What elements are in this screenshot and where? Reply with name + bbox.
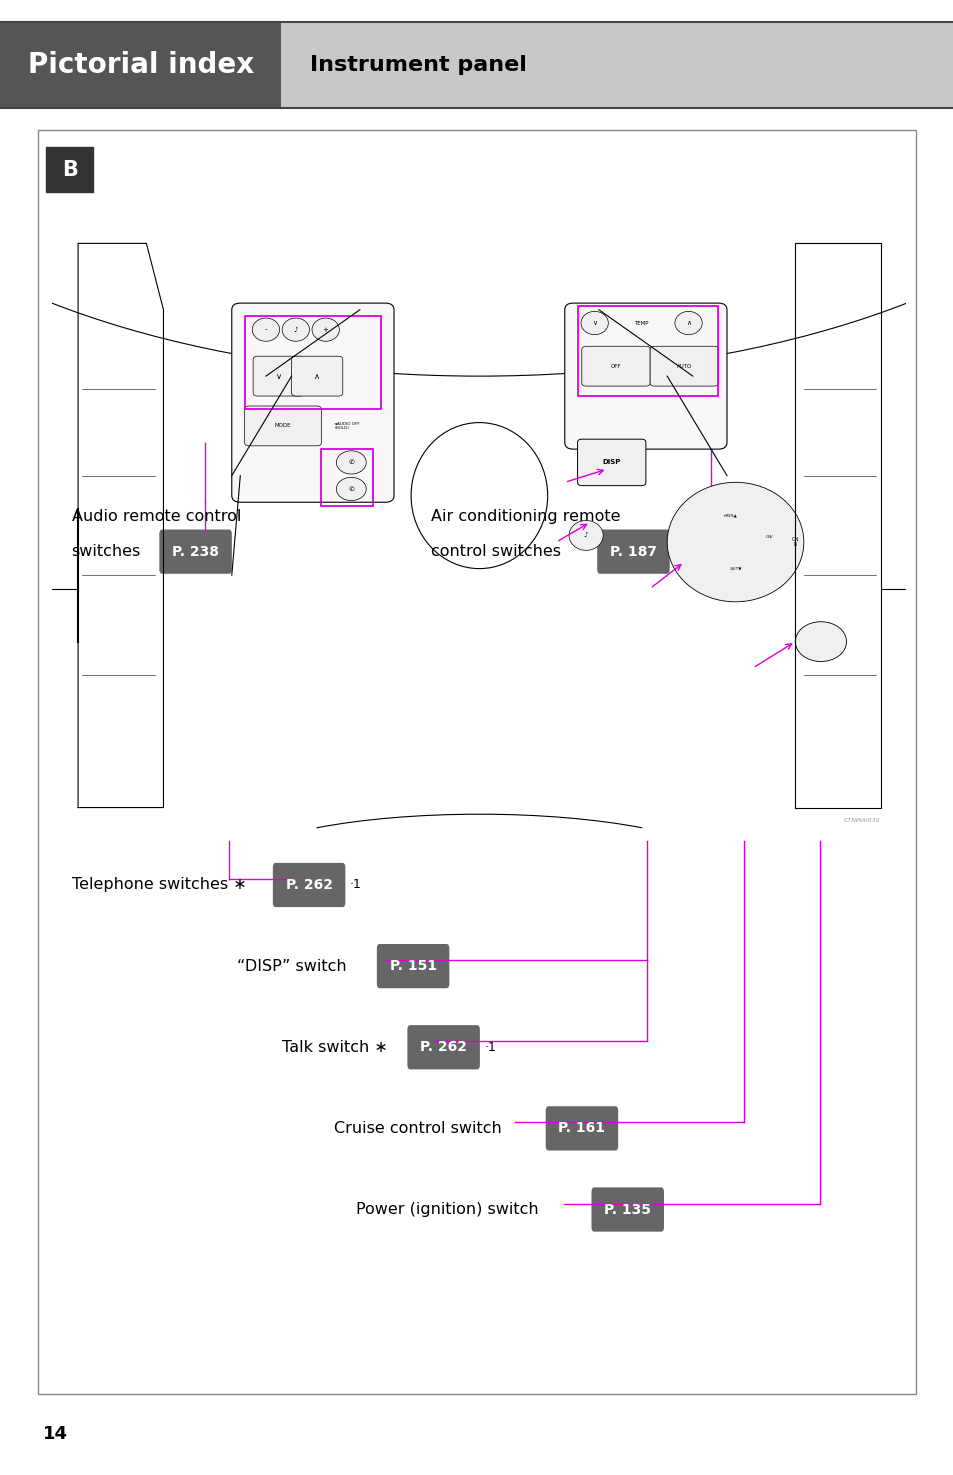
Text: P. 187: P. 187 bbox=[609, 544, 657, 559]
Text: ∧: ∧ bbox=[685, 320, 690, 326]
FancyBboxPatch shape bbox=[545, 1106, 618, 1150]
Text: Audio remote control: Audio remote control bbox=[71, 509, 241, 524]
FancyBboxPatch shape bbox=[273, 863, 345, 907]
Text: Pictorial index: Pictorial index bbox=[28, 52, 253, 78]
Text: AUTO: AUTO bbox=[676, 364, 691, 369]
Bar bbox=[38, 130, 915, 1394]
Text: DISP: DISP bbox=[602, 459, 620, 466]
Text: ∨: ∨ bbox=[592, 320, 597, 326]
Ellipse shape bbox=[666, 482, 803, 602]
Bar bbox=[281, 22, 953, 108]
FancyBboxPatch shape bbox=[292, 357, 342, 395]
Text: 14: 14 bbox=[43, 1425, 68, 1443]
Text: P. 151: P. 151 bbox=[389, 959, 436, 974]
Ellipse shape bbox=[568, 521, 602, 550]
Text: ∧: ∧ bbox=[314, 372, 320, 381]
FancyBboxPatch shape bbox=[577, 440, 645, 485]
Text: ✆: ✆ bbox=[348, 459, 354, 466]
Text: ·1: ·1 bbox=[350, 879, 361, 891]
Ellipse shape bbox=[795, 622, 845, 661]
FancyBboxPatch shape bbox=[407, 1025, 479, 1069]
Ellipse shape bbox=[336, 451, 366, 473]
Bar bbox=[244, 317, 381, 409]
Text: +: + bbox=[322, 326, 328, 333]
Text: ·1: ·1 bbox=[484, 1041, 496, 1053]
Text: ♪: ♪ bbox=[583, 532, 588, 538]
FancyBboxPatch shape bbox=[232, 302, 394, 502]
Text: ON/: ON/ bbox=[764, 535, 772, 540]
Text: -SET▼: -SET▼ bbox=[729, 566, 740, 571]
Text: control switches: control switches bbox=[431, 544, 560, 559]
Text: CTNPIAI030: CTNPIAI030 bbox=[843, 819, 880, 823]
Text: OFF: OFF bbox=[610, 364, 620, 369]
FancyBboxPatch shape bbox=[244, 406, 321, 445]
Text: P. 262: P. 262 bbox=[419, 1040, 467, 1055]
Text: Air conditioning remote: Air conditioning remote bbox=[431, 509, 620, 524]
FancyBboxPatch shape bbox=[649, 347, 718, 386]
Bar bbox=[46, 148, 93, 192]
Ellipse shape bbox=[252, 319, 279, 341]
Ellipse shape bbox=[580, 311, 608, 335]
Text: MODE: MODE bbox=[274, 423, 291, 428]
Text: B: B bbox=[62, 159, 77, 180]
Text: ◄AUDIO OFF
(HOLD): ◄AUDIO OFF (HOLD) bbox=[334, 422, 359, 431]
Text: Cruise control switch: Cruise control switch bbox=[334, 1121, 501, 1136]
Bar bbox=[0, 22, 281, 108]
Bar bbox=[577, 307, 718, 395]
Text: Instrument panel: Instrument panel bbox=[310, 55, 526, 75]
Bar bbox=[321, 448, 373, 506]
Ellipse shape bbox=[674, 311, 701, 335]
FancyBboxPatch shape bbox=[159, 530, 232, 574]
Text: P. 238: P. 238 bbox=[172, 544, 219, 559]
Text: TEMP: TEMP bbox=[634, 320, 648, 326]
Text: P. 135: P. 135 bbox=[603, 1202, 651, 1217]
Text: P. 161: P. 161 bbox=[558, 1121, 605, 1136]
Text: switches: switches bbox=[71, 544, 141, 559]
Ellipse shape bbox=[282, 319, 309, 341]
FancyBboxPatch shape bbox=[376, 944, 449, 988]
FancyBboxPatch shape bbox=[581, 347, 649, 386]
FancyBboxPatch shape bbox=[564, 302, 726, 448]
FancyBboxPatch shape bbox=[591, 1187, 663, 1232]
Text: Telephone switches ∗: Telephone switches ∗ bbox=[71, 878, 246, 892]
Text: ∨: ∨ bbox=[275, 372, 281, 381]
Text: Talk switch ∗: Talk switch ∗ bbox=[282, 1040, 388, 1055]
Text: ♪: ♪ bbox=[294, 326, 297, 333]
Text: “DISP” switch: “DISP” switch bbox=[236, 959, 346, 974]
Text: ON
R: ON R bbox=[791, 537, 799, 547]
Text: P. 262: P. 262 bbox=[285, 878, 333, 892]
Ellipse shape bbox=[312, 319, 339, 341]
FancyBboxPatch shape bbox=[253, 357, 304, 395]
FancyBboxPatch shape bbox=[597, 530, 669, 574]
Ellipse shape bbox=[336, 478, 366, 500]
Text: -: - bbox=[264, 326, 267, 333]
Text: Power (ignition) switch: Power (ignition) switch bbox=[355, 1202, 537, 1217]
Text: +RES▲: +RES▲ bbox=[721, 513, 737, 518]
Text: ✆: ✆ bbox=[348, 485, 354, 493]
